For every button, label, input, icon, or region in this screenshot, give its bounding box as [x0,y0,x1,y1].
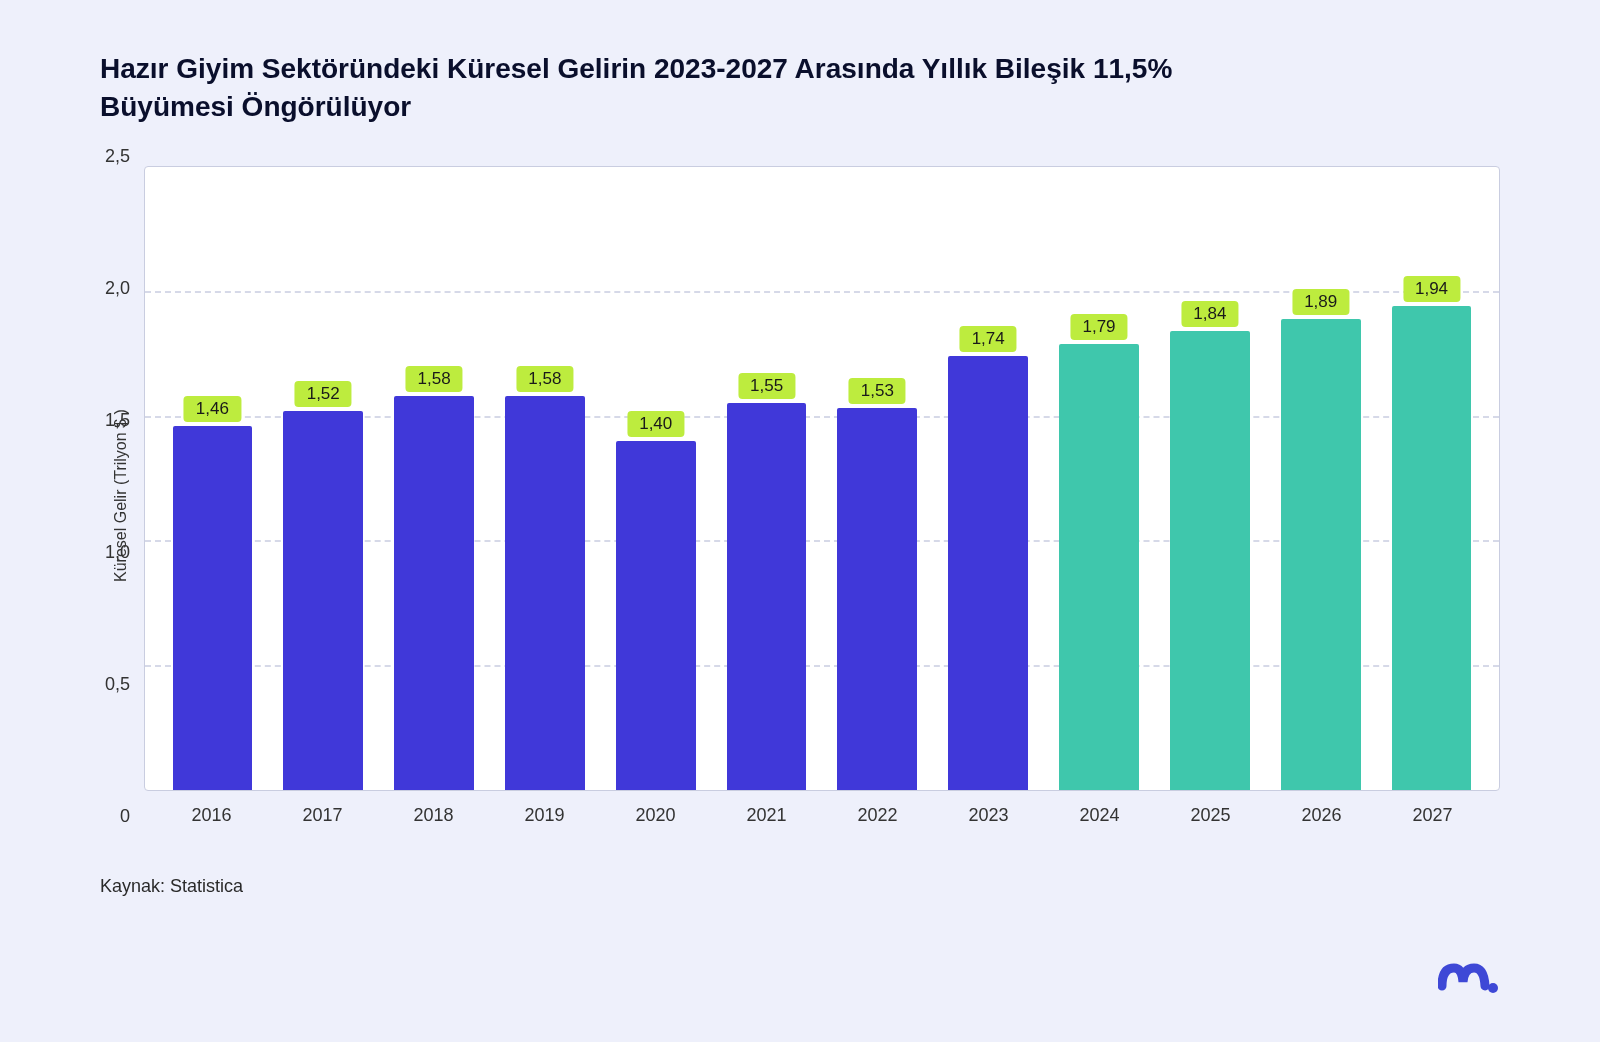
bar-slot: 1,40 [600,167,711,790]
svg-point-0 [1488,983,1498,993]
bar-value-label: 1,94 [1403,276,1460,302]
x-tick: 2018 [378,805,489,826]
bar: 1,52 [283,411,363,790]
chart-container: Hazır Giyim Sektöründeki Küresel Gelirin… [0,0,1600,937]
bar-slot: 1,58 [379,167,490,790]
bar-value-label: 1,52 [295,381,352,407]
chart-title: Hazır Giyim Sektöründeki Küresel Gelirin… [100,50,1300,126]
source-label: Kaynak: Statistica [100,876,1500,897]
x-tick: 2025 [1155,805,1266,826]
x-tick: 2027 [1377,805,1488,826]
bar: 1,40 [616,441,696,790]
bar-value-label: 1,74 [960,326,1017,352]
bar: 1,58 [394,396,474,790]
bar-slot: 1,84 [1154,167,1265,790]
y-axis-label: Küresel Gelir (Trilyon $ ) [100,166,130,826]
x-tick: 2017 [267,805,378,826]
bar-slot: 1,52 [268,167,379,790]
chart-wrapper: Küresel Gelir (Trilyon $ ) 2,5 2,0 1,5 1… [100,166,1500,826]
bar-slot: 1,46 [157,167,268,790]
bar-value-label: 1,58 [516,366,573,392]
bar: 1,58 [505,396,585,790]
bars-container: 1,46 1,52 1,58 1,58 1,40 1,55 1,53 1,74 1,79 1,84… [145,167,1499,790]
bar: 1,84 [1170,331,1250,790]
bar-slot: 1,89 [1265,167,1376,790]
plot-area: 1,46 1,52 1,58 1,58 1,40 1,55 1,53 1,74 1,79 1,84… [144,166,1500,791]
bar-slot: 1,58 [489,167,600,790]
bar-value-label: 1,58 [406,366,463,392]
bar-value-label: 1,40 [627,411,684,437]
x-tick: 2019 [489,805,600,826]
x-tick: 2020 [600,805,711,826]
x-tick: 2021 [711,805,822,826]
bar-value-label: 1,46 [184,396,241,422]
bar-value-label: 1,53 [849,378,906,404]
bar-value-label: 1,55 [738,373,795,399]
x-tick: 2026 [1266,805,1377,826]
y-axis-ticks: 2,5 2,0 1,5 1,0 0,5 0 [130,166,144,826]
bar: 1,79 [1059,344,1139,790]
bar-slot: 1,55 [711,167,822,790]
x-tick: 2024 [1044,805,1155,826]
bar: 1,53 [837,408,917,789]
bar: 1,94 [1392,306,1472,789]
bar-slot: 1,74 [933,167,1044,790]
bar-slot: 1,53 [822,167,933,790]
brand-logo-icon [1438,952,1500,1000]
x-tick: 2016 [156,805,267,826]
x-axis-ticks: 2016201720182019202020212022202320242025… [144,791,1500,826]
bar: 1,89 [1281,319,1361,790]
bar: 1,74 [948,356,1028,790]
bar: 1,55 [727,403,807,789]
x-tick: 2022 [822,805,933,826]
bar-slot: 1,79 [1044,167,1155,790]
x-tick: 2023 [933,805,1044,826]
bar: 1,46 [173,426,253,790]
bar-slot: 1,94 [1376,167,1487,790]
bar-value-label: 1,79 [1070,314,1127,340]
bar-value-label: 1,84 [1181,301,1238,327]
bar-value-label: 1,89 [1292,289,1349,315]
